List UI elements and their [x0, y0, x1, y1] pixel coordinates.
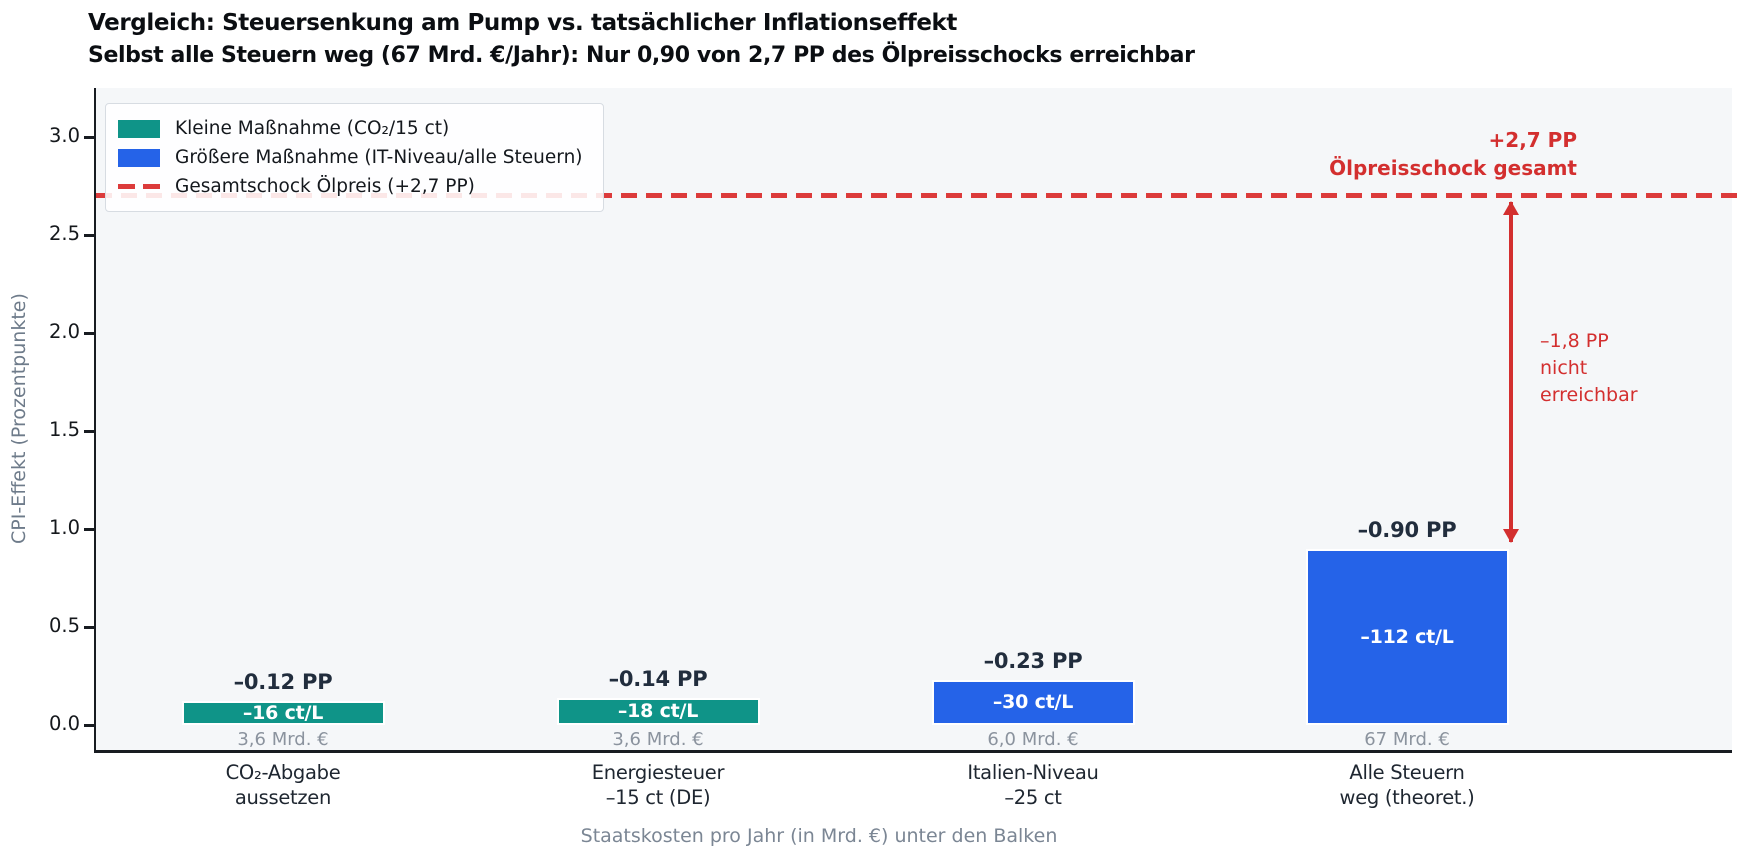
bar-cost-label: 3,6 Mrd. € — [612, 729, 704, 750]
y-tick-mark — [84, 136, 94, 139]
bar-rate-label: –30 ct/L — [992, 691, 1074, 714]
y-tick-mark — [84, 626, 94, 629]
x-tick-label: CO₂-Abgabe aussetzen — [225, 761, 341, 809]
y-tick-mark — [84, 724, 94, 727]
bar-3: –30 ct/L — [931, 679, 1135, 725]
y-tick-label: 1.0 — [48, 516, 80, 539]
legend-item-large-measure: Größere Maßnahme (IT-Niveau/alle Steuern… — [118, 143, 583, 172]
y-tick-mark — [84, 528, 94, 531]
bar-value-label: –0.90 PP — [1357, 517, 1457, 542]
chart-title: Vergleich: Steuersenkung am Pump vs. tat… — [88, 10, 958, 36]
x-tick-label: Energiesteuer –15 ct (DE) — [591, 761, 725, 809]
y-tick-label: 0.0 — [48, 712, 80, 735]
bar-1: –16 ct/L — [181, 701, 385, 725]
legend-item-reference-line: Gesamtschock Ölpreis (+2,7 PP) — [118, 172, 583, 201]
y-tick-mark — [84, 234, 94, 237]
x-axis-label: Staatskosten pro Jahr (in Mrd. €) unter … — [580, 825, 1058, 847]
x-tick-label: Italien-Niveau –25 ct — [967, 761, 1099, 809]
y-tick-mark — [84, 332, 94, 335]
reference-line-label: +2,7 PP Ölpreisschock gesamt — [1329, 126, 1577, 182]
legend-label: Gesamtschock Ölpreis (+2,7 PP) — [175, 176, 475, 197]
x-tick-label: Alle Steuern weg (theoret.) — [1339, 761, 1475, 809]
y-tick-label: 3.0 — [48, 124, 80, 147]
arrow-up-icon — [1502, 201, 1519, 215]
bar-cost-label: 3,6 Mrd. € — [237, 729, 329, 750]
plot-area: +2,7 PP Ölpreisschock gesamt –1,8 PP nic… — [49, 88, 1738, 753]
bar-value-label: –0.23 PP — [983, 648, 1083, 673]
y-tick-label: 2.0 — [48, 320, 80, 343]
arrow-down-icon — [1502, 529, 1519, 543]
reference-line — [96, 193, 1738, 198]
bar-4: –112 ct/L — [1305, 548, 1509, 725]
gap-arrow — [1502, 201, 1519, 543]
bar-cost-label: 67 Mrd. € — [1364, 729, 1450, 750]
bar-2: –18 ct/L — [556, 697, 760, 725]
legend-swatch-blue — [118, 148, 160, 167]
y-tick-label: 0.5 — [48, 614, 80, 637]
legend-swatch-dashed-line — [118, 184, 160, 189]
legend-item-small-measure: Kleine Maßnahme (CO₂/15 ct) — [118, 114, 583, 143]
reference-line-value: +2,7 PP — [1488, 128, 1577, 152]
bar-rate-label: –18 ct/L — [617, 700, 699, 723]
bar-value-label: –0.14 PP — [608, 666, 708, 691]
legend-label: Kleine Maßnahme (CO₂/15 ct) — [175, 118, 450, 139]
legend-swatch-teal — [118, 119, 160, 138]
bar-value-label: –0.12 PP — [233, 670, 333, 695]
bar-cost-label: 6,0 Mrd. € — [987, 729, 1079, 750]
bar-rate-label: –16 ct/L — [242, 702, 324, 725]
legend-label: Größere Maßnahme (IT-Niveau/alle Steuern… — [175, 147, 583, 168]
y-tick-label: 1.5 — [48, 418, 80, 441]
y-tick-mark — [84, 430, 94, 433]
gap-annotation: –1,8 PP nicht erreichbar — [1540, 330, 1638, 406]
chart-subtitle: Selbst alle Steuern weg (67 Mrd. €/Jahr)… — [88, 43, 1195, 68]
y-tick-label: 2.5 — [48, 222, 80, 245]
legend: Kleine Maßnahme (CO₂/15 ct) Größere Maßn… — [105, 103, 604, 212]
reference-line-caption: Ölpreisschock gesamt — [1329, 156, 1577, 180]
bar-rate-label: –112 ct/L — [1360, 625, 1454, 648]
